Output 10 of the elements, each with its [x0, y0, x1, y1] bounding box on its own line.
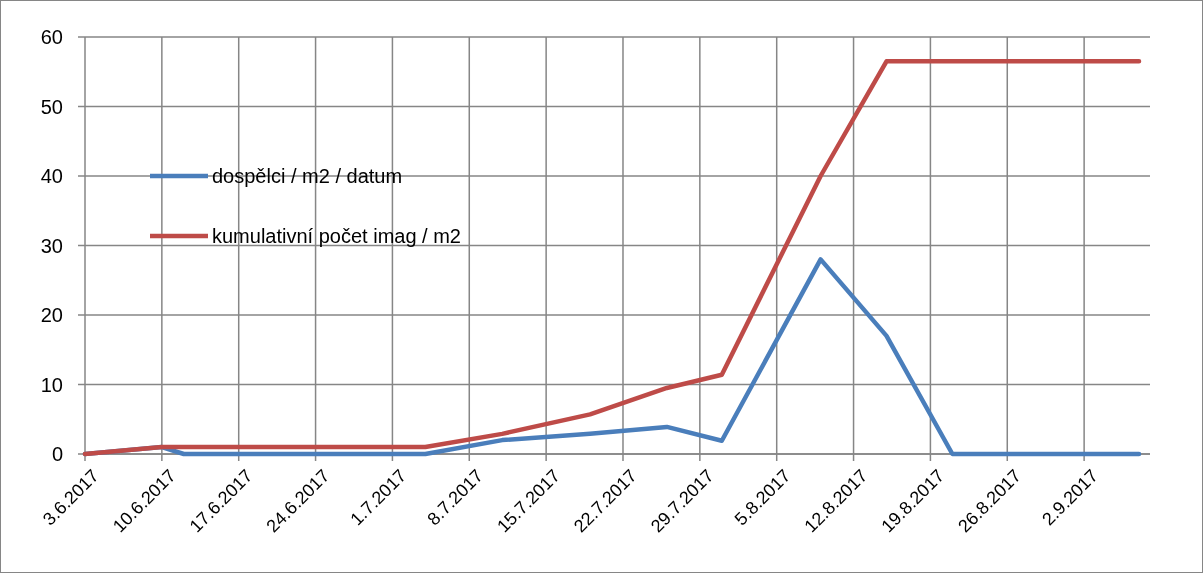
y-tick-label: 10 [40, 373, 63, 396]
y-tick-label: 20 [40, 304, 63, 326]
legend-label: kumulativní počet imag / m2 [212, 225, 461, 247]
y-tick-label: 60 [40, 26, 63, 48]
legend-label: dospělci / m2 / datum [212, 165, 403, 187]
y-tick-label: 0 [51, 443, 63, 465]
line-series [82, 59, 1142, 457]
y-tick-label: 30 [40, 234, 63, 257]
y-tick-label: 40 [40, 165, 63, 187]
y-tick-label: 50 [40, 95, 63, 118]
